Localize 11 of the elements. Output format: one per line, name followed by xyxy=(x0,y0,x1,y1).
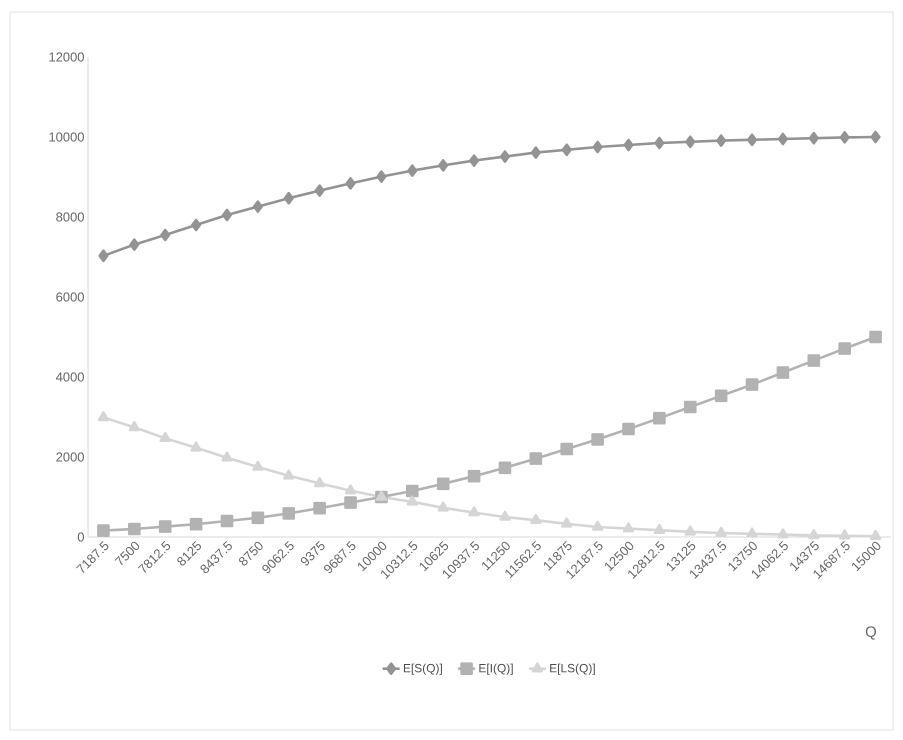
y-tick-label: 12000 xyxy=(49,52,84,62)
y-tick-label: 6000 xyxy=(56,292,84,302)
y-tick-label: 0 xyxy=(78,532,84,542)
y-tick-label: 8000 xyxy=(56,212,84,222)
y-tick-label: 4000 xyxy=(56,372,84,382)
y-tick-label: 2000 xyxy=(56,452,84,462)
legend-label: E[I(Q)] xyxy=(479,664,513,675)
legend-label: E[S(Q)] xyxy=(404,664,442,675)
y-tick-label: 10000 xyxy=(49,132,84,142)
x-axis-title: Q xyxy=(866,626,876,640)
legend-label: E[LS(Q)] xyxy=(550,664,595,675)
